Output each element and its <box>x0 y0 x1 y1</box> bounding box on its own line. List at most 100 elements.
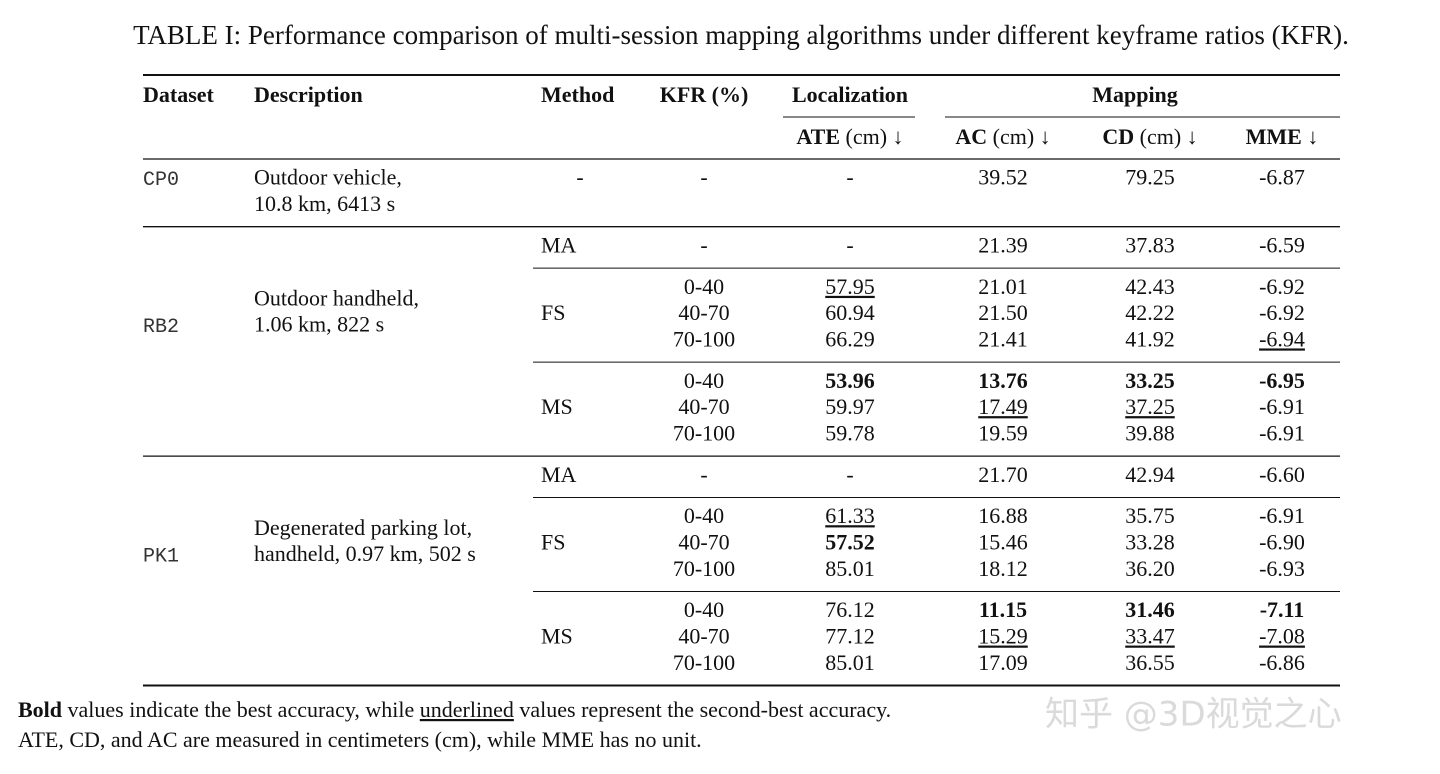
cell: 35.75 <box>1125 503 1175 528</box>
method: MA <box>541 462 577 487</box>
metric-unit: (cm) ↓ <box>993 124 1051 149</box>
note-segment: Bold <box>18 697 62 722</box>
method: FS <box>541 530 565 555</box>
cell: -6.91 <box>1259 503 1305 528</box>
kfr: - <box>700 462 707 487</box>
metric-name: AC <box>955 124 987 149</box>
metric-name: CD <box>1102 124 1134 149</box>
method: FS <box>541 300 565 325</box>
header-cell: Dataset <box>143 82 215 107</box>
note-segment: values represent the second-best accurac… <box>514 697 891 722</box>
dataset: PK1 <box>143 545 179 568</box>
cell: - <box>846 462 853 487</box>
header-cell: Description <box>254 82 363 107</box>
cell: -6.90 <box>1259 530 1305 555</box>
kfr: - <box>700 232 707 257</box>
cell: 16.88 <box>978 503 1028 528</box>
cell: 33.28 <box>1125 530 1175 555</box>
cell: 11.15 <box>979 597 1027 622</box>
note-segment: underlined <box>420 697 514 722</box>
cell: -6.60 <box>1259 462 1305 487</box>
table-caption: TABLE I: Performance comparison of multi… <box>133 20 1349 50</box>
cell: 15.29 <box>978 624 1028 649</box>
cell: -6.86 <box>1259 650 1305 675</box>
note-segment: values indicate the best accuracy, while <box>62 697 420 722</box>
cell: 42.22 <box>1125 300 1175 325</box>
cell: 77.12 <box>825 624 875 649</box>
dataset: CP0 <box>143 169 179 192</box>
cell: 15.46 <box>978 530 1028 555</box>
dataset: RB2 <box>143 316 179 339</box>
method: MS <box>541 394 573 419</box>
metric-header: AC (cm) ↓ <box>955 124 1050 149</box>
cell: 59.78 <box>825 420 875 445</box>
cell: 33.47 <box>1125 624 1175 649</box>
kfr: 70-100 <box>673 650 735 675</box>
metric-header: MME ↓ <box>1246 124 1319 149</box>
cell: 19.59 <box>978 420 1028 445</box>
cell: 53.96 <box>825 368 875 393</box>
cell: -6.59 <box>1259 232 1305 257</box>
metric-unit: (cm) ↓ <box>846 124 904 149</box>
cell: -7.08 <box>1259 624 1305 649</box>
cell: 37.83 <box>1125 232 1175 257</box>
header-cell: Localization <box>792 82 908 107</box>
description: 1.06 km, 822 s <box>254 312 384 337</box>
note: Bold values indicate the best accuracy, … <box>18 697 891 722</box>
cell: 61.33 <box>825 503 875 528</box>
cell: 41.92 <box>1125 326 1175 351</box>
kfr: 40-70 <box>678 394 729 419</box>
kfr: 0-40 <box>684 368 724 393</box>
kfr: 70-100 <box>673 556 735 581</box>
note: ATE, CD, and AC are measured in centimet… <box>18 727 702 752</box>
cell: 21.01 <box>978 274 1028 299</box>
header-cell: Mapping <box>1092 82 1178 107</box>
cell: 37.25 <box>1125 394 1175 419</box>
description: Degenerated parking lot, <box>254 515 472 540</box>
watermark: 知乎 @3D视觉之心 <box>1045 695 1342 735</box>
cell: 36.55 <box>1125 650 1175 675</box>
cell: 21.41 <box>978 326 1028 351</box>
cell: - <box>846 165 853 190</box>
cell: -6.92 <box>1259 274 1305 299</box>
kfr: - <box>700 165 707 190</box>
cell: 21.50 <box>978 300 1028 325</box>
cell: 21.39 <box>978 232 1028 257</box>
cell: 85.01 <box>825 650 875 675</box>
cell: -6.91 <box>1259 394 1305 419</box>
cell: 57.95 <box>825 274 875 299</box>
cell: -7.11 <box>1260 597 1305 622</box>
metric-name: ATE <box>796 124 840 149</box>
header-cell: Method <box>541 82 614 107</box>
metric-unit: ↓ <box>1307 124 1318 149</box>
cell: 79.25 <box>1125 165 1175 190</box>
cell: -6.91 <box>1259 420 1305 445</box>
metric-name: MME <box>1246 124 1302 149</box>
cell: -6.92 <box>1259 300 1305 325</box>
note-segment: ATE, CD, and AC are measured in centimet… <box>18 727 702 752</box>
cell: 39.88 <box>1125 420 1175 445</box>
description: Outdoor handheld, <box>254 285 419 310</box>
kfr: 70-100 <box>673 420 735 445</box>
kfr: 40-70 <box>678 624 729 649</box>
kfr: 0-40 <box>684 597 724 622</box>
metric-unit: (cm) ↓ <box>1140 124 1198 149</box>
cell: 39.52 <box>978 165 1028 190</box>
cell: 18.12 <box>978 556 1028 581</box>
cell: 13.76 <box>978 368 1028 393</box>
metric-header: ATE (cm) ↓ <box>796 124 903 149</box>
cell: 66.29 <box>825 326 875 351</box>
cell: 57.52 <box>825 530 875 555</box>
method: MA <box>541 232 577 257</box>
metric-header: CD (cm) ↓ <box>1102 124 1197 149</box>
kfr: 0-40 <box>684 274 724 299</box>
description: 10.8 km, 6413 s <box>254 191 395 216</box>
cell: 21.70 <box>978 462 1028 487</box>
cell: 42.43 <box>1125 274 1175 299</box>
kfr: 40-70 <box>678 530 729 555</box>
description: Outdoor vehicle, <box>254 165 402 190</box>
cell: -6.93 <box>1259 556 1305 581</box>
cell: -6.95 <box>1259 368 1305 393</box>
cell: 31.46 <box>1125 597 1175 622</box>
